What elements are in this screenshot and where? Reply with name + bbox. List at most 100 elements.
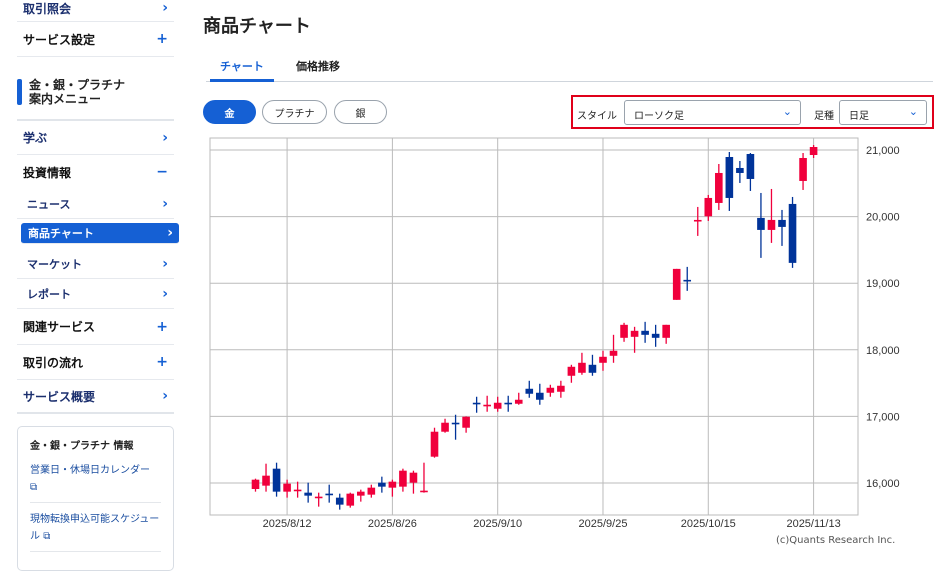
chart-controls-highlight: スタイル ローソク足 ⌄ 足種 日足 ⌄ [571, 95, 934, 129]
sidebar-item-service-settings[interactable]: サービス設定 + [17, 22, 174, 57]
candle-body [662, 324, 670, 338]
label: 投資情報 [23, 165, 72, 180]
chevron-right-icon: › [167, 225, 173, 241]
sidebar-item-trade-inquiry[interactable]: 取引照会 › [17, 0, 174, 22]
y-tick-label: 17,000 [866, 411, 900, 423]
calendar-link[interactable]: 営業日・休場日カレンダー ⧉ [30, 462, 161, 503]
style-label: スタイル [577, 111, 617, 122]
chevron-right-icon: › [162, 0, 168, 16]
accent-bar [17, 79, 22, 105]
sidebar-item-service-overview[interactable]: サービス概要 › [17, 380, 174, 414]
candle-body [335, 497, 344, 505]
x-tick-label: 2025/9/10 [473, 518, 522, 530]
candle-body [557, 385, 565, 392]
sidebar: 取引照会 › サービス設定 + 金・銀・プラチナ 案内メニュー 学ぶ › 投資情報 − ニ… [17, 0, 179, 571]
page-title: 商品チャート [203, 16, 311, 37]
external-link-icon: ⧉ [30, 482, 38, 493]
style-value: ローソク足 [634, 111, 684, 122]
label: レポート [27, 287, 71, 301]
candle-body [430, 431, 439, 457]
x-tick-label: 2025/8/12 [263, 518, 312, 530]
candle-body [493, 402, 502, 409]
candle-body [388, 481, 397, 488]
candle-body [715, 172, 723, 203]
chevron-right-icon: › [162, 129, 168, 146]
tab-price-history[interactable]: 価格推移 [296, 60, 340, 73]
plus-icon: + [156, 354, 168, 370]
candle-body [462, 416, 470, 428]
x-tick-label: 2025/9/25 [579, 518, 628, 530]
candle-body [451, 422, 460, 425]
info-title: 金・銀・プラチナ 情報 [30, 441, 134, 452]
x-tick-label: 2025/8/26 [368, 518, 417, 530]
label: ニュース [27, 197, 71, 211]
candle-body [683, 279, 692, 282]
schedule-link[interactable]: 現物転換申込可能スケジュール ⧉ [30, 511, 161, 552]
menu-title: 金・銀・プラチナ 案内メニュー [29, 78, 125, 106]
candle-body [578, 362, 586, 373]
sidebar-item-related-services[interactable]: 関連サービス + [17, 309, 174, 345]
candle-body [283, 483, 291, 492]
y-tick-label: 18,000 [866, 345, 900, 357]
minus-icon: − [156, 164, 168, 180]
plot-area [209, 137, 859, 516]
candle-body [483, 404, 491, 407]
candle-body [672, 268, 681, 300]
candle-body [293, 489, 302, 492]
candle-body [420, 490, 428, 493]
candle-body [788, 203, 797, 263]
chevron-down-icon: ⌄ [908, 105, 918, 118]
chevron-right-icon: › [162, 195, 168, 212]
candle-body [567, 366, 576, 376]
sidebar-item-learn[interactable]: 学ぶ › [17, 121, 174, 155]
candle-body [704, 197, 713, 217]
sidebar-item-commodity-chart[interactable]: 商品チャート › [21, 223, 179, 244]
chevron-right-icon: › [162, 255, 168, 272]
chevron-right-icon: › [162, 285, 168, 302]
external-link-icon: ⧉ [43, 531, 51, 542]
link-text: 現物転換申込可能スケジュール [30, 514, 160, 542]
label: マーケット [27, 257, 82, 271]
menu-title-line: 金・銀・プラチナ [29, 78, 126, 92]
candle-body [693, 219, 702, 222]
info-box: 金・銀・プラチナ 情報 営業日・休場日カレンダー ⧉ 現物転換申込可能スケジュール… [17, 426, 174, 571]
metal-gold-button[interactable]: 金 [203, 100, 256, 124]
sidebar-item-report[interactable]: レポート › [17, 279, 174, 309]
candle-body [346, 493, 355, 506]
candle-body [799, 157, 807, 181]
y-tick-label: 20,000 [866, 212, 900, 224]
tab-bar: チャート 価格推移 [206, 52, 933, 82]
candle-body [504, 402, 513, 405]
metal-platinum-button[interactable]: プラチナ [262, 100, 327, 124]
candle-body [609, 350, 618, 356]
sidebar-item-market[interactable]: マーケット › [17, 249, 174, 279]
candle-body [409, 472, 418, 483]
candle-body [725, 156, 734, 198]
y-tick-label: 21,000 [866, 145, 900, 157]
period-select[interactable]: 日足 ⌄ [839, 100, 927, 125]
candle-body [514, 399, 523, 404]
x-tick-label: 2025/11/13 [786, 518, 840, 530]
candle-body [441, 422, 449, 432]
style-select[interactable]: ローソク足 ⌄ [624, 100, 801, 125]
sidebar-item-trade-flow[interactable]: 取引の流れ + [17, 345, 174, 380]
tab-chart[interactable]: チャート [210, 58, 274, 82]
metal-silver-button[interactable]: 銀 [334, 100, 387, 124]
candle-body [472, 402, 481, 405]
chevron-right-icon: › [162, 388, 168, 404]
candle-body [599, 356, 607, 363]
sidebar-item-news[interactable]: ニュース › [17, 189, 174, 219]
candle-body [536, 392, 544, 400]
label: 学ぶ [23, 131, 48, 145]
candlestick-chart: 16,000 17,000 18,000 19,000 20,000 21,000 2025… [209, 137, 900, 530]
link-text: 営業日・休場日カレンダー [30, 465, 150, 476]
candle-body [746, 153, 755, 179]
candle-body [525, 388, 534, 394]
candle-body [357, 491, 365, 496]
sidebar-item-investment-info[interactable]: 投資情報 − [17, 155, 174, 189]
plus-icon: + [156, 31, 168, 47]
candle-body [399, 470, 407, 487]
candle-body [736, 167, 744, 173]
candle-body [651, 333, 660, 338]
candle-body [809, 147, 818, 155]
